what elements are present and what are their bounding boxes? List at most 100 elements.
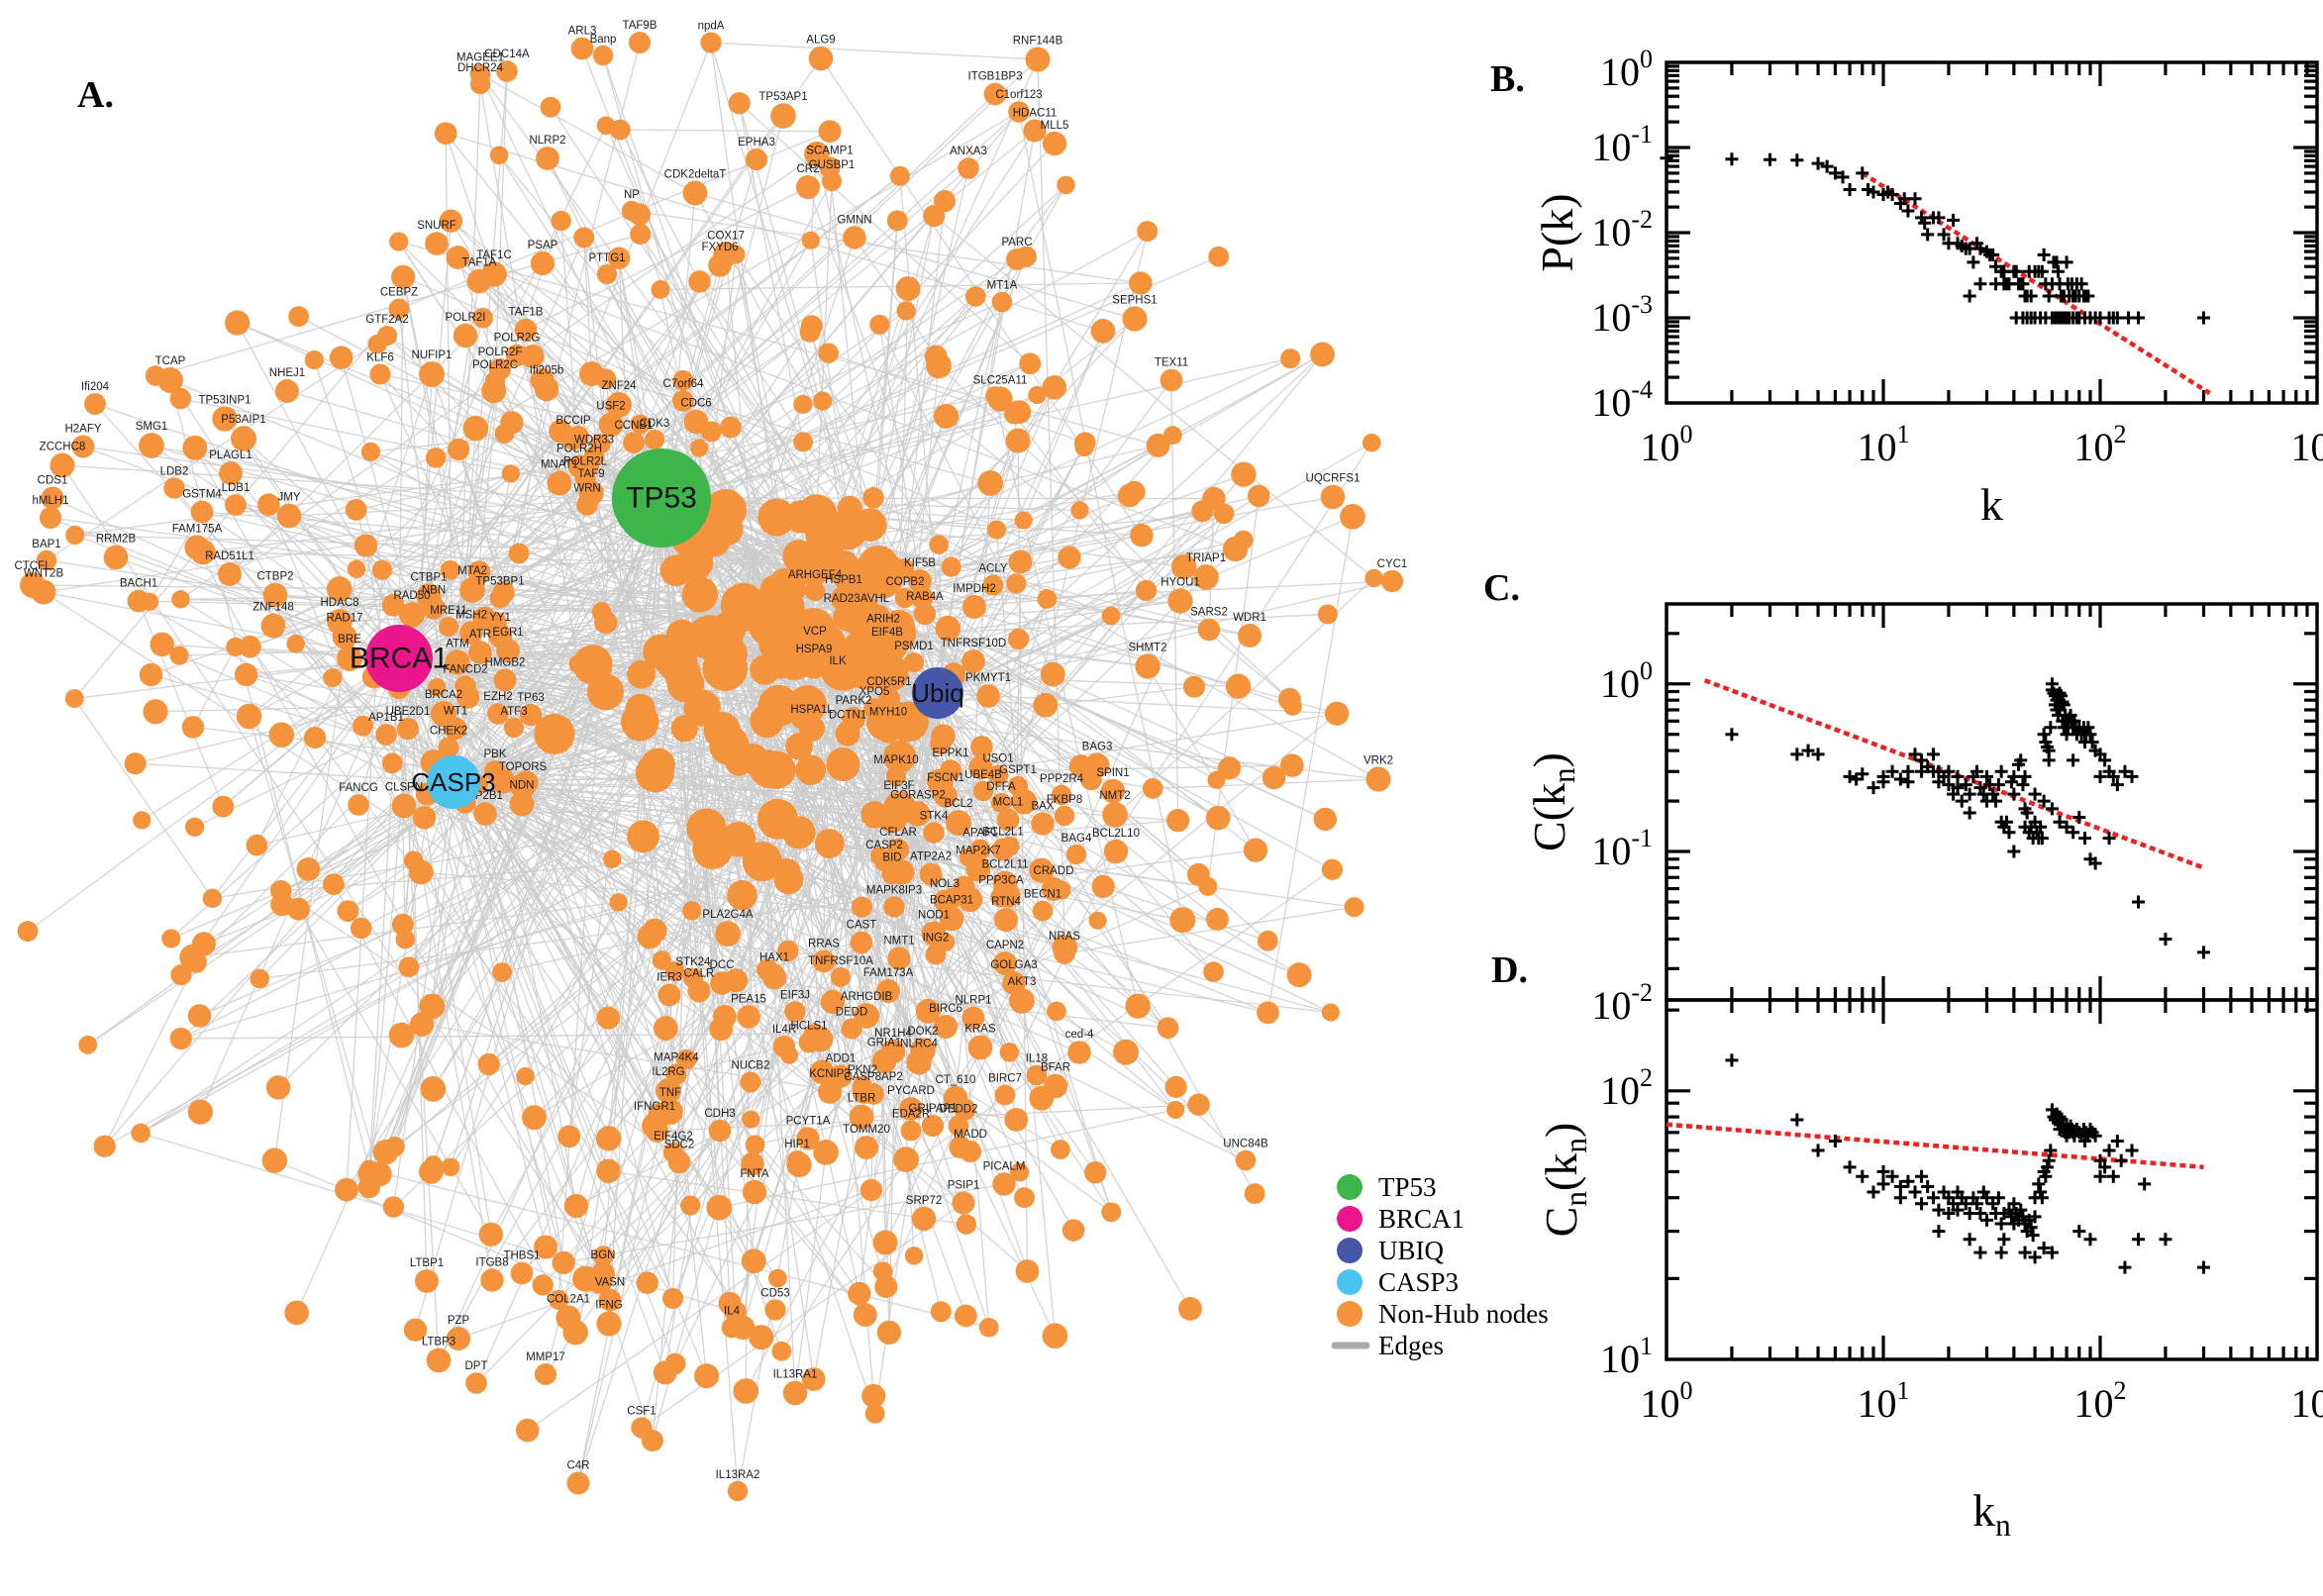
network-node [236, 703, 262, 730]
network-node [268, 722, 295, 748]
node-label: ARHGEF4 [788, 569, 843, 581]
node-label: GMNN [837, 214, 871, 226]
network-node [994, 1084, 1016, 1106]
hub-node-tp53 [612, 449, 711, 548]
network-node [799, 321, 821, 343]
network-node [687, 979, 711, 1003]
tick-label: 101 [1858, 420, 1910, 469]
node-label: GUSBP1 [809, 159, 856, 171]
node-label: PPP3CA [978, 874, 1024, 886]
node-label: PSMD1 [894, 641, 934, 652]
network-node [490, 768, 516, 794]
network-node [1011, 789, 1038, 815]
node-label: IMPDH2 [953, 583, 995, 595]
network-node [593, 1246, 614, 1266]
network-node [750, 654, 780, 685]
node-label: CCNB1 [615, 420, 654, 432]
node-label: SARS2 [1190, 607, 1228, 619]
network-node [768, 1268, 787, 1288]
node-label: DCC [710, 959, 735, 971]
network-node [286, 634, 305, 653]
node-label: HAX1 [759, 951, 789, 963]
network-node [864, 1403, 885, 1424]
node-label: DOK2 [907, 1026, 938, 1038]
plot-frame [1665, 998, 2319, 1361]
network-node [786, 1151, 812, 1178]
legend-label: UBIQ [1378, 1236, 1444, 1265]
fit-line [1703, 678, 2205, 870]
network-node [990, 792, 1012, 814]
node-label: MCL1 [993, 797, 1024, 809]
network-node [480, 1268, 504, 1292]
node-label: BIRC6 [929, 1003, 962, 1015]
network-node [742, 842, 783, 882]
node-label: DCTN1 [829, 710, 866, 722]
network-node [391, 264, 416, 289]
network-node [1235, 1149, 1257, 1171]
node-label: PKMYT1 [965, 672, 1011, 684]
network-node [1051, 784, 1072, 806]
x-axis-label: kn​ [1972, 1485, 2011, 1543]
network-node [1015, 246, 1037, 267]
network-node [959, 848, 978, 867]
node-label: GOLGA3 [990, 959, 1037, 971]
network-node [785, 733, 813, 760]
network-node [534, 1235, 558, 1259]
network-node [534, 1362, 557, 1386]
network-node [1135, 653, 1161, 679]
network-node [1101, 1202, 1122, 1223]
network-node [923, 822, 945, 844]
node-label: THBS1 [503, 1250, 540, 1262]
node-label: WRN [573, 482, 600, 494]
node-label: UNC84B [1223, 1139, 1268, 1150]
node-label: IL13RA1 [773, 1369, 818, 1381]
panel-letter-a: A. [77, 74, 114, 116]
network-node [804, 580, 826, 602]
tick-label: 103 [2291, 1376, 2323, 1426]
network-node [17, 921, 39, 943]
y-axis-label: C(kn​) [1524, 752, 1581, 851]
network-node [239, 635, 261, 658]
node-label: LTBP3 [422, 1337, 455, 1348]
node-label: TAF9B [623, 20, 657, 32]
network-node [592, 45, 614, 66]
network-node [664, 961, 685, 982]
network-node [1310, 342, 1335, 367]
node-label: BID [882, 852, 901, 864]
node-label: MADD [954, 1129, 987, 1141]
network-node [453, 323, 478, 349]
node-label: TAF1A [462, 257, 497, 269]
network-node [381, 593, 405, 617]
network-node [1070, 501, 1089, 520]
network-node [803, 1023, 824, 1044]
network-node [972, 780, 994, 802]
network-node [225, 310, 251, 336]
network-node [419, 993, 446, 1020]
node-label: LTBR [848, 1093, 876, 1105]
network-node [727, 1480, 749, 1502]
network-node [190, 539, 216, 565]
network-node [337, 646, 362, 671]
network-node [372, 1140, 399, 1165]
network-node [862, 487, 884, 509]
node-label: EPPK1 [932, 748, 968, 759]
network-node [749, 1325, 774, 1350]
node-label: IL13RA2 [716, 1469, 760, 1481]
node-label: PBK [483, 748, 506, 760]
network-node [1380, 569, 1404, 593]
node-label: PZP [448, 1315, 470, 1327]
network-node [929, 535, 949, 554]
network-node [139, 662, 163, 687]
node-label: RAD51L1 [205, 550, 254, 562]
network-node [161, 929, 181, 948]
network-node [928, 770, 954, 797]
network-node [439, 209, 463, 233]
network-node [1068, 754, 1093, 778]
network-node [653, 1360, 677, 1385]
network-node [906, 1049, 932, 1075]
network-node [492, 581, 515, 604]
node-label: MSH2 [455, 609, 487, 621]
network-node [596, 263, 618, 285]
network-node [782, 816, 816, 849]
tick-label: 10-1 [1591, 824, 1653, 873]
